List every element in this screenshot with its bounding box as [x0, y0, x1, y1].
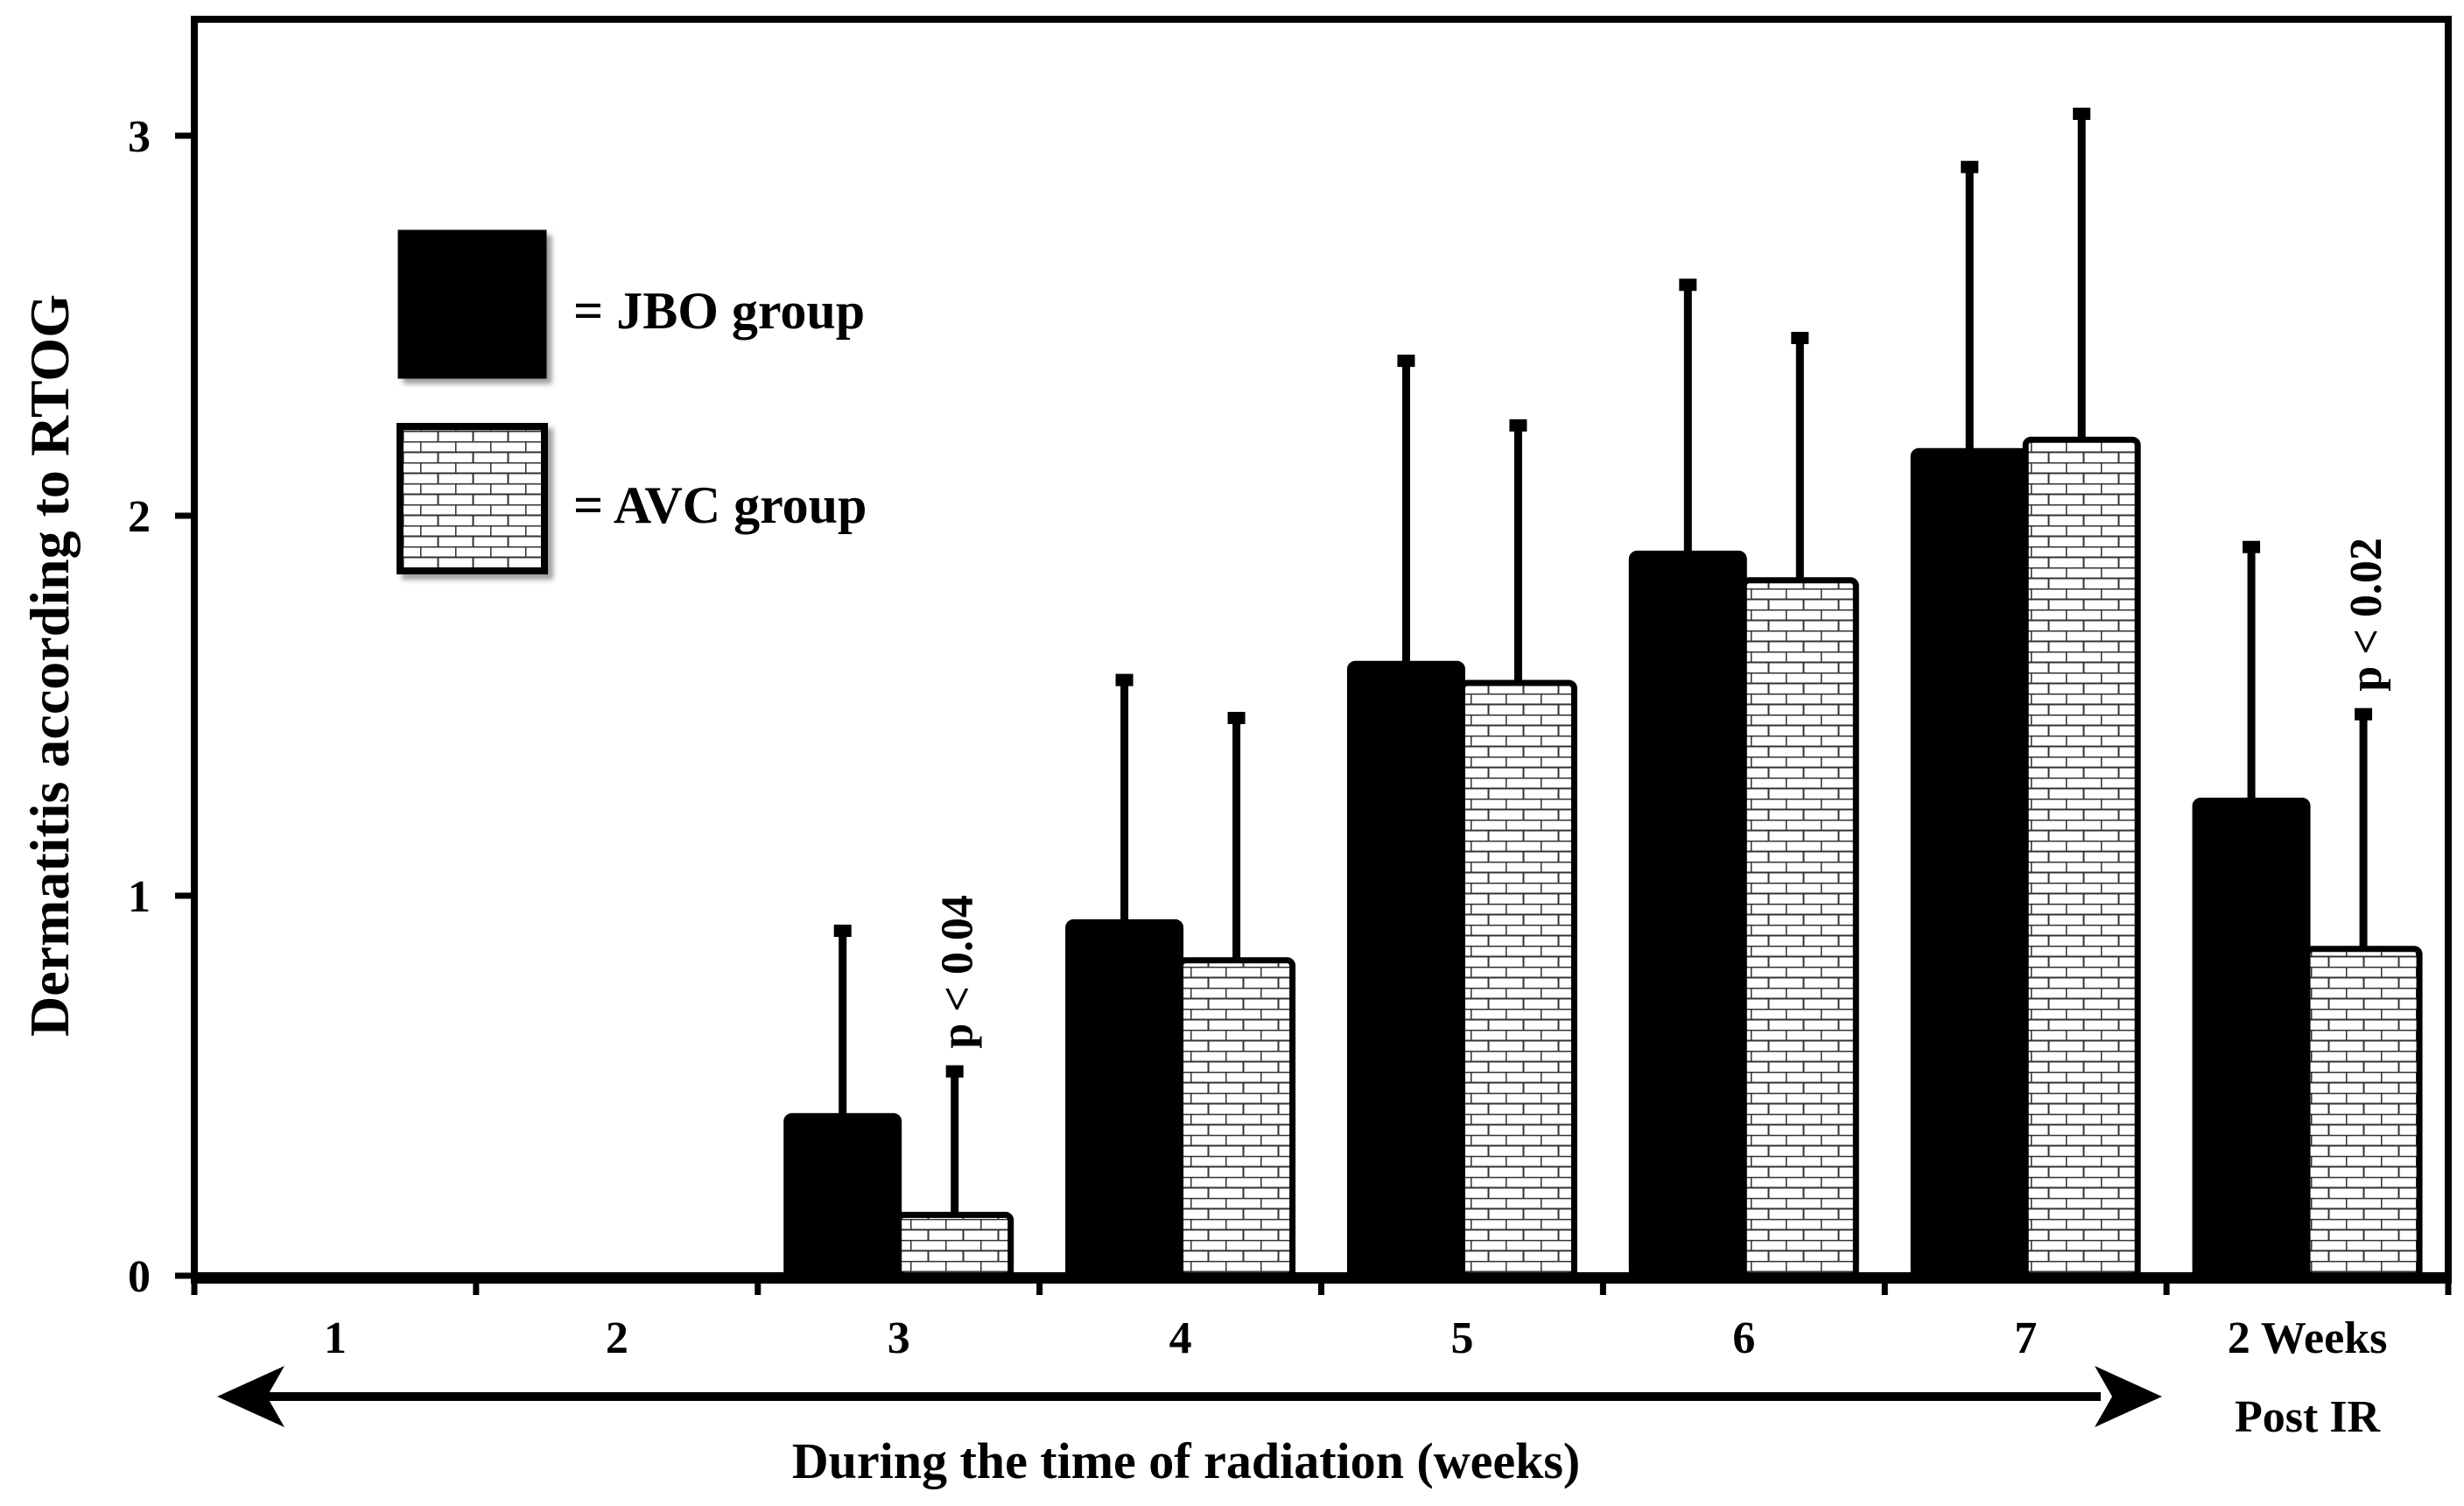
bar-avc-group-6: [2022, 436, 2141, 1279]
y-tick-label: 1: [128, 872, 151, 922]
bars: [783, 436, 2423, 1279]
time-arrow: [217, 1366, 2162, 1427]
bar-jbo-group-2: [783, 1113, 902, 1279]
error-bar-cap: [1397, 355, 1415, 368]
bar-avc-group-5: [1740, 577, 1859, 1279]
category-label: 1: [324, 1313, 347, 1363]
error-bars: [833, 107, 2373, 1215]
category-labels: 1 2 3 4 5 6 7 2 Weeks Post IR: [324, 1313, 2387, 1442]
y-tick-label: 3: [128, 112, 151, 162]
error-bar-cap: [945, 1065, 964, 1078]
legend-label-jbo: = JBO group: [573, 282, 865, 340]
error-bar-cap: [1115, 673, 1134, 686]
category-label: 4: [1169, 1313, 1192, 1363]
error-bar-cap: [1227, 712, 1246, 725]
error-bar-cap: [2073, 107, 2091, 120]
category-label: 7: [2014, 1313, 2037, 1363]
legend-label-avc: = AVC group: [573, 476, 867, 534]
category-label: 6: [1732, 1313, 1755, 1363]
y-tick-label: 2: [128, 492, 151, 542]
category-label: 3: [888, 1313, 910, 1363]
y-tick-label: 0: [128, 1252, 151, 1302]
error-bar-cap: [1509, 419, 1527, 432]
bar-avc-group-4: [1458, 679, 1577, 1279]
bar-jbo-group-4: [1346, 660, 1465, 1279]
bar-avc-group-7: [2304, 946, 2423, 1279]
error-bar-cap: [1791, 332, 1809, 345]
category-label: 5: [1450, 1313, 1473, 1363]
error-bar-cap: [1961, 160, 1979, 173]
legend-swatch-jbo: [397, 229, 547, 379]
error-bar-cap: [2355, 707, 2373, 721]
x-axis-label: During the time of radiation (weeks): [792, 1432, 1581, 1489]
p-value-annotation: p < 0.02: [2341, 538, 2391, 692]
y-ticks: 0 1 2 3: [128, 112, 194, 1302]
bar-jbo-group-6: [1910, 447, 2029, 1279]
y-axis-label: Dermatitis according to RTOG: [18, 294, 81, 1037]
error-bar-cap: [833, 925, 852, 938]
category-label: 2: [606, 1313, 628, 1363]
error-bar-cap: [2243, 540, 2261, 553]
x-ticks: [191, 1276, 2452, 1295]
legend: = JBO group = AVC group: [397, 229, 867, 574]
p-value-annotation: p < 0.04: [933, 895, 983, 1049]
bar-jbo-group-7: [2192, 798, 2311, 1279]
error-bar-cap: [1679, 278, 1697, 292]
bar-jbo-group-3: [1065, 918, 1184, 1279]
bar-jbo-group-5: [1628, 550, 1747, 1279]
category-label: Post IR: [2235, 1392, 2382, 1442]
bar-avc-group-2: [895, 1212, 1014, 1279]
legend-swatch-avc: [397, 423, 548, 574]
bar-avc-group-3: [1177, 957, 1296, 1279]
category-label: 2 Weeks: [2228, 1313, 2388, 1363]
annotations: p < 0.04 p < 0.02: [933, 538, 2391, 1049]
